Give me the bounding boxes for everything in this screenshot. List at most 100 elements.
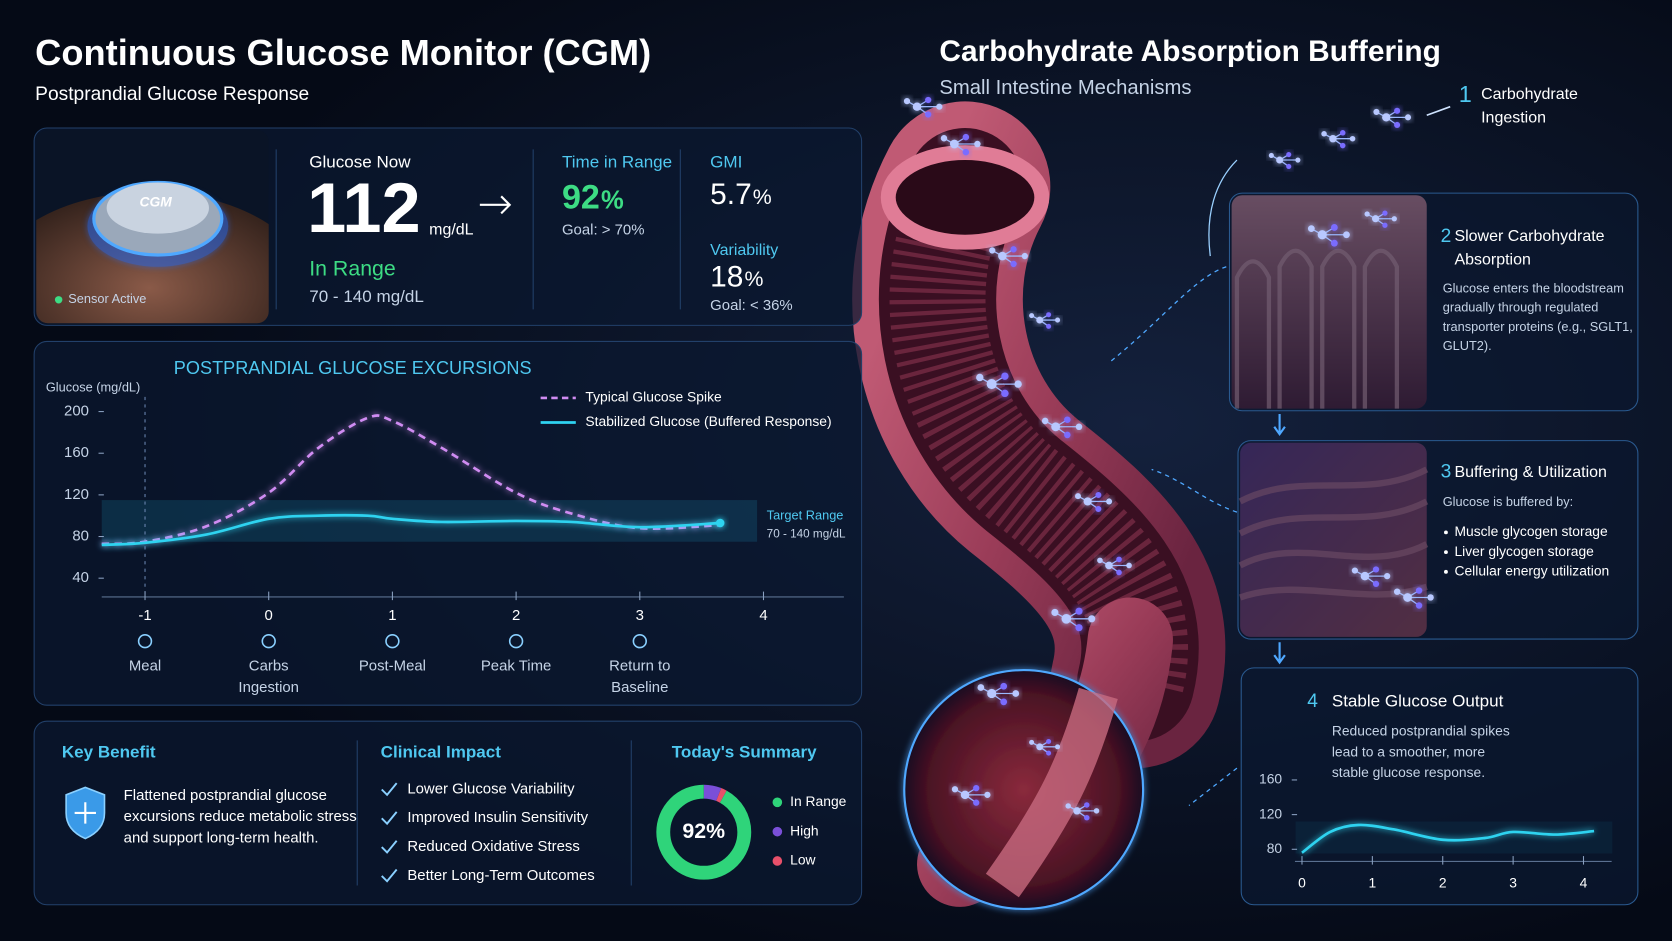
- atom: [989, 247, 996, 254]
- atom: [1073, 807, 1081, 815]
- atom: [1404, 114, 1412, 121]
- step-bullet: Cellular energy utilization: [1454, 563, 1609, 579]
- event-label: Baseline: [611, 679, 668, 696]
- bullet: [1444, 530, 1448, 535]
- atom: [1295, 157, 1301, 163]
- pointer: [1426, 105, 1451, 116]
- step-text: Reduced postprandial spikes: [1332, 723, 1510, 739]
- stat-label: Glucose Now: [309, 153, 411, 172]
- x-tick-label: 3: [636, 607, 644, 624]
- atom: [1084, 814, 1090, 821]
- atom: [1010, 260, 1017, 268]
- donut-center: 92%: [682, 819, 725, 843]
- check-icon: [381, 840, 398, 854]
- step-number: 1: [1459, 81, 1472, 107]
- atom: [1382, 113, 1391, 122]
- step-panel: [1237, 440, 1639, 640]
- event-label: Post-Meal: [359, 658, 426, 675]
- molecule: [903, 96, 943, 118]
- atom: [1075, 493, 1082, 500]
- atom: [1065, 803, 1071, 809]
- atom: [1029, 313, 1035, 319]
- step-number: 4: [1307, 691, 1318, 712]
- molecule: [951, 784, 991, 806]
- y-tick-label: 40: [72, 569, 89, 586]
- atom: [1116, 569, 1122, 576]
- stat-label: GMI: [710, 153, 742, 172]
- atom: [1061, 613, 1072, 624]
- atom: [1036, 743, 1044, 751]
- atom: [973, 799, 980, 806]
- stat-range: 70 - 140 mg/dL: [309, 287, 424, 306]
- impact-item: Reduced Oxidative Stress: [407, 838, 579, 855]
- x-tick-label: 4: [1580, 874, 1588, 890]
- atom: [1116, 556, 1122, 563]
- atom: [1046, 750, 1052, 756]
- stat-goal: Goal: < 36%: [710, 297, 793, 314]
- atom: [1403, 593, 1412, 602]
- legend-label: Stabilized Glucose (Buffered Response): [585, 413, 831, 429]
- check-icon: [381, 811, 398, 826]
- atom: [1012, 690, 1020, 697]
- atom: [1088, 615, 1096, 623]
- atom: [1075, 607, 1083, 615]
- atom: [1001, 372, 1009, 380]
- x-tick-label: 3: [1509, 874, 1517, 890]
- atom: [1321, 131, 1327, 137]
- y-axis-label: Glucose (mg/dL): [46, 380, 140, 395]
- panels: [33, 127, 1639, 906]
- atom: [1351, 567, 1358, 574]
- atom: [1075, 423, 1083, 431]
- donut-segment: [656, 784, 752, 880]
- atom: [1046, 312, 1052, 318]
- molecule: [1051, 607, 1096, 632]
- molecule: [1029, 312, 1061, 329]
- atom: [1268, 152, 1274, 159]
- atom: [960, 790, 970, 800]
- atom: [1371, 215, 1380, 223]
- stat-label: Variability: [710, 242, 778, 259]
- step-title: Carbohydrate: [1481, 86, 1578, 103]
- connector: [1188, 767, 1238, 807]
- step-text: stable glucose response.: [1332, 764, 1485, 780]
- atom: [1046, 323, 1052, 329]
- atom: [1286, 163, 1292, 170]
- atom: [1041, 417, 1049, 425]
- bullet: [1444, 550, 1448, 555]
- molecule: [1321, 130, 1356, 149]
- atom: [936, 103, 943, 110]
- event-label: Meal: [129, 658, 161, 675]
- atom: [1384, 573, 1391, 580]
- x-tick-label: -1: [138, 607, 151, 624]
- atom: [1055, 744, 1061, 750]
- vessel: [985, 687, 1118, 898]
- intestine-opening: [880, 145, 1050, 250]
- atom: [1339, 142, 1346, 149]
- molecule: [1268, 151, 1301, 170]
- stat-value: 92: [562, 179, 600, 217]
- atom: [912, 102, 922, 111]
- device-top: [106, 182, 209, 234]
- atom: [925, 96, 932, 104]
- stat-unit: mg/dL: [429, 222, 474, 239]
- atom: [1001, 389, 1009, 398]
- legend-dot: [772, 826, 783, 837]
- atom: [1036, 316, 1044, 324]
- atom: [1000, 698, 1008, 706]
- atom: [1046, 738, 1052, 744]
- skin: [36, 192, 269, 324]
- atom: [1084, 802, 1090, 808]
- y-tick-label: 160: [1259, 771, 1282, 787]
- atom: [1055, 317, 1061, 323]
- end-point: [715, 518, 725, 528]
- atom: [1427, 594, 1434, 601]
- stat-value: 18: [710, 260, 743, 293]
- atom: [940, 135, 948, 142]
- atom: [1364, 211, 1370, 217]
- atom: [1105, 561, 1113, 570]
- atom: [1000, 682, 1008, 690]
- step-text: Glucose is buffered by:: [1443, 494, 1573, 509]
- atom: [1394, 107, 1401, 114]
- molecule: [976, 372, 1022, 398]
- molecule: [1029, 738, 1061, 756]
